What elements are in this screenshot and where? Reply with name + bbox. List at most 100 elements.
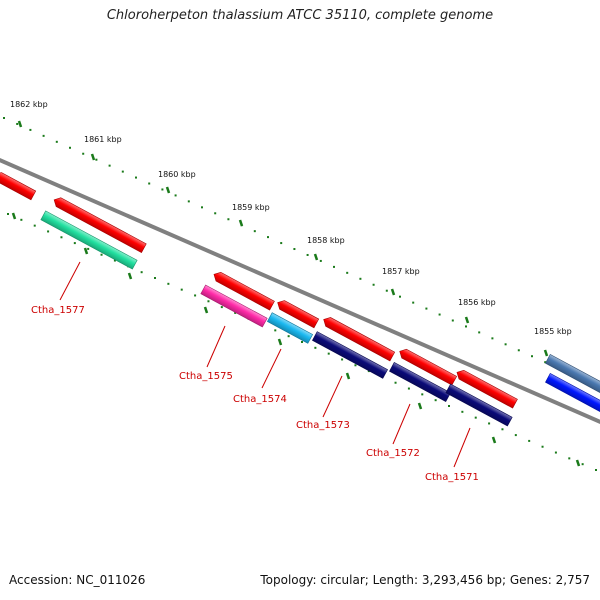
inner-tick-track <box>7 213 597 471</box>
gene-block[interactable] <box>545 372 600 414</box>
forward-gene-block[interactable] <box>52 195 147 254</box>
major-tick <box>575 459 581 467</box>
minor-tick <box>69 146 71 149</box>
minor-tick <box>293 248 296 251</box>
minor-tick <box>16 122 19 125</box>
forward-gene-block[interactable] <box>321 315 396 362</box>
minor-tick <box>3 117 5 119</box>
minor-tick <box>438 313 441 316</box>
minor-tick <box>488 422 491 425</box>
minor-tick <box>274 329 277 332</box>
minor-tick <box>568 457 571 460</box>
gene-block[interactable] <box>266 312 314 344</box>
minor-tick <box>465 325 467 328</box>
minor-tick <box>504 343 507 346</box>
minor-tick <box>544 361 547 364</box>
minor-tick <box>108 164 111 167</box>
minor-tick <box>174 194 177 197</box>
minor-tick <box>47 230 50 233</box>
minor-tick <box>33 224 36 227</box>
minor-tick <box>140 271 143 274</box>
minor-tick <box>95 158 98 161</box>
minor-tick <box>148 182 151 185</box>
minor-tick <box>412 301 415 304</box>
minor-tick <box>407 387 410 390</box>
map-title: Chloroherpeton thalassium ATCC 35110, co… <box>106 8 494 23</box>
gene-block[interactable] <box>312 331 388 379</box>
minor-tick <box>354 364 357 367</box>
minor-tick <box>42 134 45 137</box>
major-tick <box>491 436 497 444</box>
gene-block[interactable] <box>445 383 513 427</box>
minor-tick <box>287 335 290 338</box>
minor-tick <box>531 355 533 358</box>
gene-label[interactable]: Ctha_1575 <box>179 371 233 382</box>
gene-block[interactable] <box>200 284 268 328</box>
minor-tick <box>474 416 477 419</box>
minor-tick <box>359 277 362 280</box>
minor-tick <box>280 242 283 245</box>
tick-label: 1861 kbp <box>84 135 122 144</box>
major-tick <box>238 219 244 227</box>
accession-label: Accession: NC_011026 <box>9 573 146 587</box>
tick-label: 1858 kbp <box>307 236 345 245</box>
minor-tick <box>399 295 401 298</box>
gene-leader-line <box>453 427 471 468</box>
gene-block[interactable] <box>389 361 451 403</box>
gene-label[interactable]: Ctha_1571 <box>425 472 479 483</box>
tick-label: 1860 kbp <box>158 170 196 179</box>
minor-tick <box>29 128 32 131</box>
minor-tick <box>227 218 230 221</box>
gene-label[interactable]: Ctha_1572 <box>366 448 420 459</box>
major-tick <box>17 120 23 128</box>
minor-tick <box>461 410 464 413</box>
forward-gene-block[interactable] <box>455 368 518 409</box>
major-tick <box>11 212 17 220</box>
minor-tick <box>514 434 517 437</box>
minor-tick <box>207 300 210 303</box>
forward-gene-block[interactable] <box>0 170 37 201</box>
major-tick <box>90 153 96 161</box>
minor-tick <box>541 445 544 448</box>
minor-tick <box>73 242 76 245</box>
minor-tick <box>341 358 344 361</box>
tick-label: 1862 kbp <box>10 100 48 109</box>
major-tick <box>203 306 209 314</box>
minor-tick <box>319 259 322 262</box>
gene-leader-line <box>322 375 343 418</box>
tick-label: 1859 kbp <box>232 203 270 212</box>
minor-tick <box>100 253 103 256</box>
minor-tick <box>20 218 23 221</box>
minor-tick <box>82 152 85 155</box>
minor-tick <box>372 283 375 286</box>
forward-gene-block[interactable] <box>212 270 275 311</box>
minor-tick <box>267 236 269 239</box>
major-tick <box>417 402 423 410</box>
minor-tick <box>154 277 156 279</box>
minor-tick <box>121 170 124 173</box>
gene-label[interactable]: Ctha_1577 <box>31 305 85 316</box>
tick-label: 1855 kbp <box>534 327 572 336</box>
gene-leader-line <box>392 403 411 445</box>
minor-tick <box>434 399 437 402</box>
minor-tick <box>220 306 223 309</box>
forward-gene-block[interactable] <box>545 353 600 395</box>
minor-tick <box>187 200 190 203</box>
major-tick <box>83 247 89 255</box>
tick-label: 1856 kbp <box>458 298 496 307</box>
gene-label[interactable]: Ctha_1573 <box>296 420 350 431</box>
gene-label[interactable]: Ctha_1574 <box>233 394 287 405</box>
minor-tick <box>161 188 164 191</box>
minor-tick <box>194 294 197 297</box>
forward-gene-block[interactable] <box>397 347 458 386</box>
forward-gene-block[interactable] <box>275 298 320 329</box>
chromosome-backbone <box>0 157 600 425</box>
minor-tick <box>451 319 454 322</box>
tick-labels: 1862 kbp 1861 kbp 1860 kbp 1859 kbp 1858 kbp… <box>10 100 572 357</box>
minor-tick <box>425 307 428 310</box>
minor-tick <box>346 271 349 274</box>
gene-block[interactable] <box>40 210 138 270</box>
gene-leader-line <box>206 325 226 368</box>
minor-tick <box>421 393 424 396</box>
